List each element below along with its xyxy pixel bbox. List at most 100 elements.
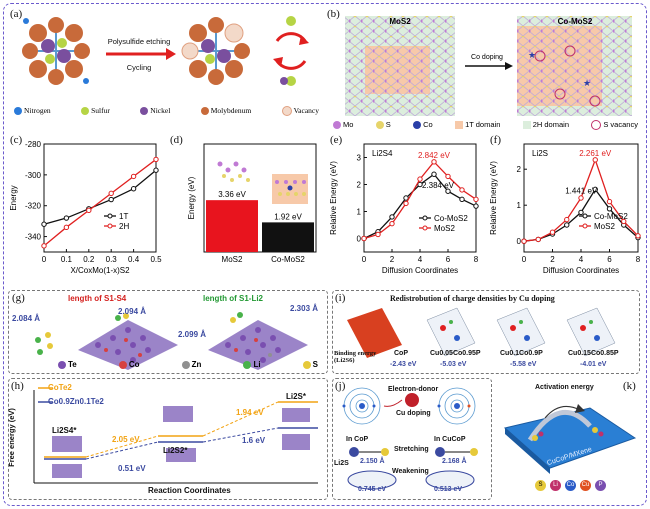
x-tick-label: 0 bbox=[362, 255, 367, 264]
x-tick-label: 8 bbox=[474, 255, 479, 264]
i-item-1-energy: -5.03 eV bbox=[440, 361, 467, 368]
h-e-zn-2: 1.6 eV bbox=[242, 436, 266, 445]
g-dist-3: 2.099 Å bbox=[178, 330, 207, 339]
x-axis-label: X/CoxMo(1-x)S2 bbox=[70, 266, 130, 275]
i-item-3-energy: -4.01 eV bbox=[580, 361, 607, 368]
data-point bbox=[41, 221, 47, 227]
x-tick-label: 0.4 bbox=[128, 255, 140, 264]
panel-g-frame bbox=[8, 290, 328, 374]
co-mos2-inset bbox=[272, 174, 308, 204]
data-point bbox=[389, 214, 395, 220]
i-item-0-name: CoP bbox=[394, 350, 408, 357]
data-point bbox=[445, 188, 451, 194]
species-label: Li2S bbox=[532, 149, 548, 158]
legend-te: Te bbox=[58, 360, 77, 369]
panel-j: (j) Electron-donor Cu doping In CoP In C… bbox=[332, 378, 492, 500]
data-point bbox=[549, 229, 556, 235]
i-item-0-energy: -2.43 eV bbox=[390, 361, 417, 368]
chart-f: 0 1 2 0 2 4 6 8 Diffusion Coordinates Relative En… bbox=[489, 143, 641, 275]
y-tick-label: -280 bbox=[25, 140, 42, 149]
x-tick-label: 0 bbox=[522, 255, 527, 264]
data-point bbox=[445, 173, 451, 180]
legend-s-vacancy: S vacancy bbox=[591, 120, 638, 131]
legend-label: Co-MoS2 bbox=[434, 214, 468, 223]
arrow-top-label: Polysulfide etching bbox=[108, 37, 171, 46]
h-state-2: Li2S2* bbox=[163, 446, 188, 455]
svg-text:★: ★ bbox=[583, 78, 591, 88]
data-point bbox=[153, 156, 159, 163]
x-axis-label: Diffusion Coordinates bbox=[543, 266, 619, 275]
data-point bbox=[108, 196, 114, 203]
panel-i: (i) Redistrobution of charge densities b… bbox=[332, 290, 640, 374]
x-tick-label: 4 bbox=[418, 255, 423, 264]
series-line-1 bbox=[43, 158, 157, 247]
legend-sulfur: Sulfur bbox=[81, 106, 110, 116]
legend-marker bbox=[422, 215, 428, 221]
x-tick-label: 6 bbox=[607, 255, 612, 264]
mos2-title: MoS2 bbox=[389, 17, 411, 26]
legend-2h: 2H domain bbox=[522, 120, 569, 130]
panel-label-c1: (c) bbox=[10, 134, 23, 146]
bar-1 bbox=[262, 222, 314, 252]
y-tick-label: -300 bbox=[25, 171, 42, 180]
j-e1: 0.745 eV bbox=[358, 486, 387, 493]
panel-h-frame bbox=[8, 378, 328, 500]
y-tick-label: 1 bbox=[517, 201, 522, 210]
data-point bbox=[130, 173, 137, 180]
data-point bbox=[41, 243, 47, 249]
data-point bbox=[635, 233, 641, 239]
panel-label-b: (b) bbox=[327, 8, 340, 20]
y-axis-label: Energy (eV) bbox=[187, 176, 196, 219]
i-item-1-name: Cu0.05Co0.95P bbox=[430, 350, 481, 357]
chart-c1: -280 -300 -320 -340 0 0.1 0.2 0.3 0.4 0.5 X/CoxMo(… bbox=[9, 140, 162, 275]
mos2-inset bbox=[217, 161, 250, 182]
y-tick-label: 2 bbox=[517, 165, 522, 174]
data-point bbox=[459, 196, 465, 203]
j-in-cucop: In CuCoP bbox=[434, 436, 466, 443]
legend-zn: Zn bbox=[181, 360, 201, 369]
annotation-co-mos2: 2.384 eV bbox=[422, 181, 455, 190]
category-label: Co-MoS2 bbox=[271, 255, 305, 264]
h-e-cote2-1: 2.05 eV bbox=[112, 435, 140, 444]
data-point bbox=[578, 209, 584, 216]
legend-marker bbox=[107, 213, 113, 219]
i-item-2-name: Cu0.1Co0.9P bbox=[500, 350, 543, 357]
data-point bbox=[375, 231, 381, 238]
panel-label-d: (d) bbox=[170, 134, 183, 146]
legend-k-cu: Cu bbox=[580, 480, 591, 491]
j-li2s: Li2S bbox=[334, 460, 349, 467]
bar-0 bbox=[206, 200, 258, 252]
legend-label: 1T bbox=[119, 212, 128, 221]
data-point bbox=[606, 198, 613, 205]
legend-mo: Mo bbox=[333, 120, 353, 130]
legend-k-co: Co bbox=[565, 480, 576, 491]
j-d1: 2.150 Å bbox=[360, 458, 385, 465]
data-point bbox=[592, 186, 598, 193]
g-title-left: length of S1-S4 bbox=[68, 294, 127, 303]
legend-label: Co-MoS2 bbox=[594, 212, 628, 221]
y-axis-label: Relative Energy (eV) bbox=[489, 161, 498, 235]
panel-label-e: (e) bbox=[330, 134, 343, 146]
data-point bbox=[417, 176, 423, 182]
legend-marker bbox=[107, 223, 113, 229]
x-tick-label: 0.2 bbox=[83, 255, 95, 264]
k-activation: Activation energy bbox=[535, 384, 594, 391]
g-dist-4: 2.303 Å bbox=[290, 304, 319, 313]
j-cu-doping: Cu doping bbox=[396, 410, 431, 417]
y-axis-label: Energy bbox=[9, 185, 18, 210]
panel-a: (a) Polysulfide etching Cycling bbox=[6, 6, 321, 126]
j-illustration bbox=[342, 387, 478, 490]
legend-marker bbox=[422, 225, 428, 231]
h-e-cote2-2: 1.94 eV bbox=[236, 408, 264, 417]
data-point bbox=[153, 167, 159, 173]
legend-marker bbox=[582, 213, 588, 219]
category-label: MoS2 bbox=[222, 255, 243, 264]
panel-a-illustration: Polysulfide etching Cycling bbox=[22, 16, 309, 86]
legend-co-g: Co bbox=[118, 360, 140, 369]
data-point bbox=[63, 215, 70, 221]
data-point bbox=[521, 238, 527, 244]
x-tick-label: 8 bbox=[636, 255, 641, 264]
annotation-mos2: 2.842 eV bbox=[418, 151, 451, 160]
annotation-co-mos2: 1.441 eV bbox=[565, 186, 598, 195]
x-tick-label: 6 bbox=[446, 255, 451, 264]
